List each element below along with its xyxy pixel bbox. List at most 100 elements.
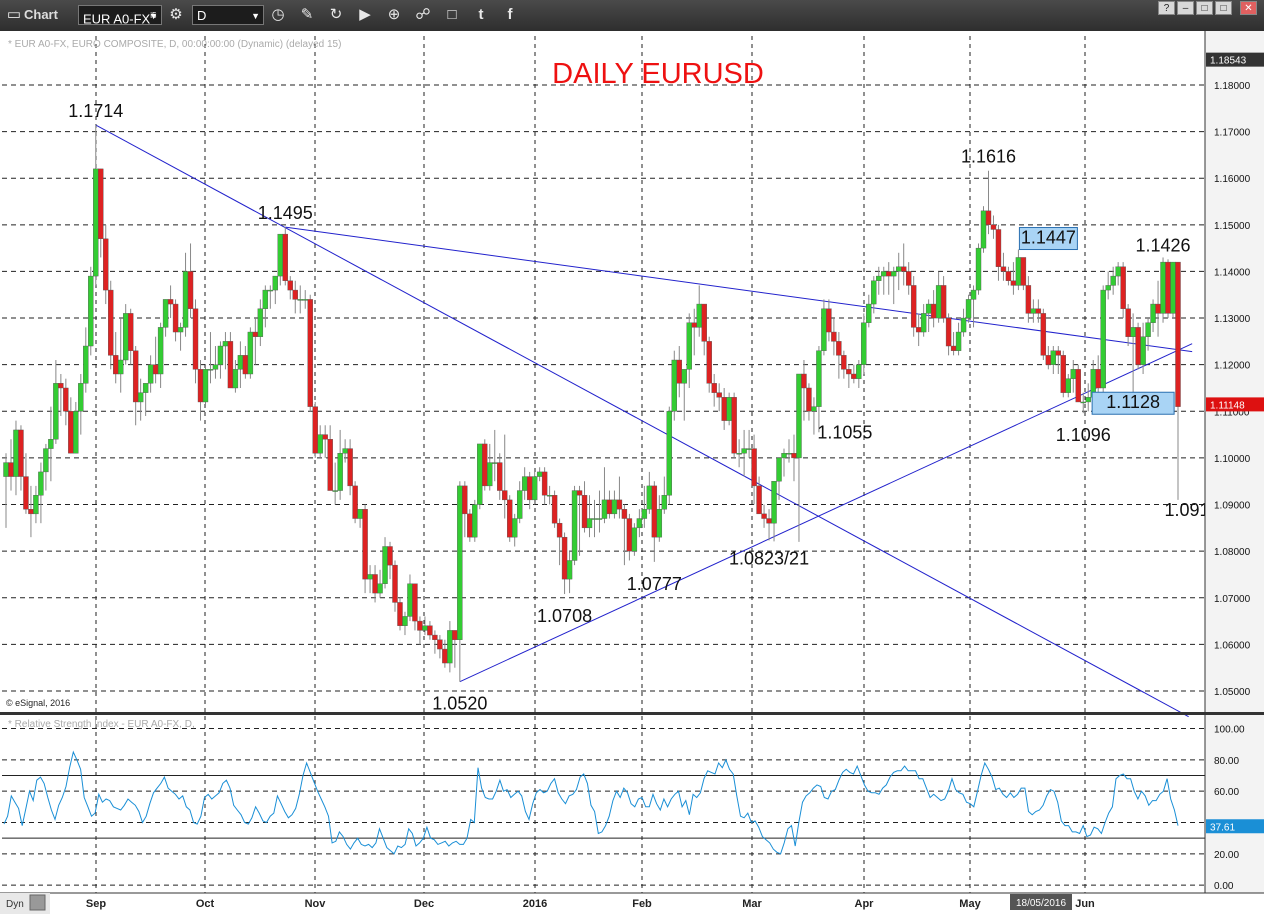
restore-button[interactable]: □ bbox=[1196, 1, 1213, 15]
candle-body bbox=[621, 509, 628, 519]
symbol-input[interactable]: EUR A0-FXi5 ▼ bbox=[78, 5, 162, 26]
x-tick-label: Feb bbox=[632, 898, 652, 910]
candle-body bbox=[641, 509, 648, 519]
candle-body bbox=[791, 453, 797, 459]
dyn-label: Dyn bbox=[6, 899, 24, 910]
y-tick-label: 1.11000 bbox=[1214, 407, 1250, 418]
play-icon[interactable]: ▶ bbox=[359, 6, 371, 23]
candle-body bbox=[1105, 285, 1111, 291]
x-tick-label: 2016 bbox=[523, 898, 547, 910]
candle-body bbox=[1060, 355, 1066, 393]
candle-body bbox=[242, 355, 249, 375]
candle-body bbox=[272, 275, 279, 291]
candle-body bbox=[1025, 285, 1032, 314]
candle-body bbox=[1040, 313, 1047, 356]
candle-body bbox=[342, 448, 348, 454]
candle-body bbox=[337, 453, 343, 491]
chart-header: * EUR A0-FX, EURO COMPOSITE, D, 00:00:00… bbox=[8, 39, 341, 50]
y-tick-label: 1.12000 bbox=[1214, 361, 1251, 372]
candle-body bbox=[910, 285, 917, 328]
candle-body bbox=[162, 299, 169, 328]
comment-icon[interactable]: □ bbox=[447, 6, 457, 23]
link-icon[interactable]: ☍ bbox=[415, 6, 431, 23]
candle-body bbox=[766, 518, 772, 524]
clock-icon[interactable]: ◷ bbox=[271, 6, 285, 23]
candle-body bbox=[58, 383, 64, 389]
chart-canvas[interactable]: 1.1714 1.1495 1.0520 1.0708 1.0777 1.0823/21 1… bbox=[0, 31, 1264, 914]
candle-body bbox=[447, 630, 453, 664]
candle-body bbox=[896, 266, 902, 272]
candle-body bbox=[1150, 303, 1156, 323]
y-tick-label: 1.07000 bbox=[1214, 594, 1251, 605]
facebook-icon[interactable]: f bbox=[507, 6, 513, 23]
candle-body bbox=[1170, 261, 1176, 314]
annotation-box bbox=[1018, 227, 1078, 251]
y-tick-label: 1.13000 bbox=[1214, 314, 1251, 325]
candle-body bbox=[556, 522, 563, 538]
pencil-icon[interactable]: ✎ bbox=[300, 6, 314, 23]
candle-body bbox=[656, 509, 663, 538]
candle-body bbox=[886, 271, 892, 277]
candle-body bbox=[347, 448, 353, 487]
candle-body bbox=[1050, 350, 1057, 365]
rsi-tick-label: 20.00 bbox=[1214, 850, 1239, 861]
candle-body bbox=[836, 341, 842, 356]
candle-body bbox=[546, 495, 553, 497]
candle-body bbox=[940, 285, 947, 319]
candle-body bbox=[222, 341, 229, 347]
candle-body bbox=[1135, 327, 1141, 365]
help-button[interactable]: ? bbox=[1158, 1, 1175, 15]
candle-body bbox=[277, 233, 283, 277]
x-tick-label: Oct bbox=[196, 898, 215, 910]
candle-body bbox=[317, 434, 323, 454]
candle-body bbox=[217, 345, 224, 365]
symbol-settings-icon[interactable]: ⚙ bbox=[169, 6, 183, 23]
candle-body bbox=[1005, 271, 1012, 281]
dyn-toggle-button[interactable] bbox=[29, 894, 46, 911]
candle-body bbox=[167, 299, 174, 305]
candle-body bbox=[636, 518, 643, 529]
candle-body bbox=[322, 434, 328, 440]
chevron-down-icon[interactable]: ▼ bbox=[149, 11, 158, 21]
twitter-icon[interactable]: t bbox=[478, 6, 484, 23]
candle-body bbox=[472, 504, 478, 538]
candle-body bbox=[18, 429, 24, 477]
candle-body bbox=[960, 317, 967, 333]
y-tick-label: 1.18000 bbox=[1214, 81, 1251, 92]
candle-body bbox=[83, 345, 89, 384]
chevron-down-icon[interactable]: ▼ bbox=[251, 11, 260, 21]
candle-body bbox=[816, 350, 822, 407]
last-price-label: 1.11148 bbox=[1210, 400, 1245, 411]
candle-body bbox=[935, 285, 942, 319]
refresh-icon[interactable]: ↻ bbox=[329, 6, 343, 23]
zoom-icon[interactable]: ⊕ bbox=[387, 6, 401, 23]
candle-body bbox=[566, 560, 573, 580]
candle-body bbox=[536, 471, 543, 477]
y-tick-label: 1.10000 bbox=[1214, 454, 1251, 465]
candle-body bbox=[995, 229, 1002, 267]
candle-body bbox=[596, 518, 603, 520]
candle-body bbox=[1120, 266, 1126, 309]
candle-body bbox=[202, 369, 209, 403]
minimize-button[interactable]: – bbox=[1177, 1, 1194, 15]
candle-body bbox=[1145, 322, 1151, 337]
close-button[interactable]: ✕ bbox=[1240, 1, 1257, 15]
chart-toolbar: ▭ Chart EUR A0-FXi5 ▼ ⚙ D ▼ ◷ ✎ ↻ ▶ ⊕ ☍ … bbox=[0, 0, 1264, 32]
candle-body bbox=[920, 313, 927, 333]
candle-body bbox=[901, 266, 907, 272]
interval-select[interactable]: D ▼ bbox=[192, 5, 264, 25]
candle-body bbox=[118, 359, 124, 375]
candle-body bbox=[432, 634, 438, 640]
candle-body bbox=[696, 303, 702, 328]
candle-body bbox=[352, 485, 358, 519]
candle-body bbox=[68, 411, 74, 454]
candle-body bbox=[611, 499, 618, 515]
candle-body bbox=[925, 303, 932, 314]
candle-body bbox=[237, 355, 244, 370]
chart-window-icon[interactable]: ▭ bbox=[6, 6, 22, 23]
maximize-button[interactable]: □ bbox=[1215, 1, 1232, 15]
candle-body bbox=[616, 499, 623, 510]
candle-body bbox=[881, 271, 887, 277]
candle-body bbox=[771, 481, 777, 524]
trendline bbox=[95, 124, 1189, 718]
